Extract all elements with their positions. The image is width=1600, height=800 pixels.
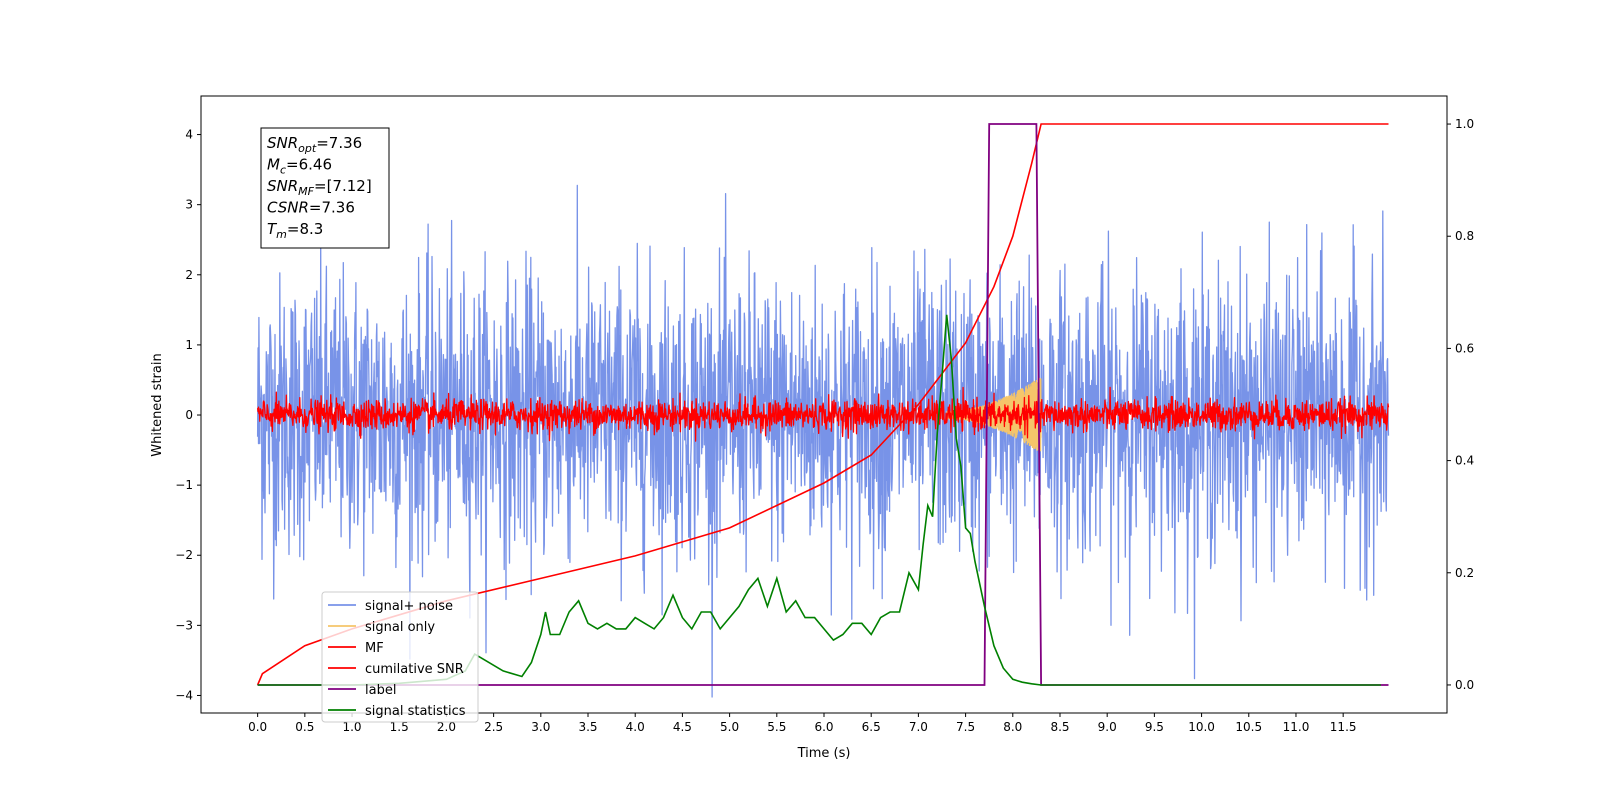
x-tick-label: 2.0 (437, 720, 456, 734)
x-tick-label: 9.5 (1145, 720, 1164, 734)
y-tick-label: 1 (185, 338, 193, 352)
y-tick-label: −4 (175, 688, 193, 702)
y-tick-label: 0 (185, 408, 193, 422)
legend-label: MF (365, 641, 384, 656)
y-right-tick-label: 0.8 (1455, 229, 1474, 243)
legend-label: signal+ noise (365, 599, 453, 614)
x-axis-label: Time (s) (797, 746, 851, 761)
legend-label: cumilative SNR (365, 662, 464, 677)
x-tick-label: 1.0 (342, 720, 361, 734)
legend-frame (321, 591, 479, 723)
info-line: SNRopt=7.36 (267, 134, 362, 155)
x-tick-label: 5.0 (720, 720, 739, 734)
x-tick-label: 4.5 (673, 720, 692, 734)
x-tick-label: 7.5 (956, 720, 975, 734)
x-tick-label: 2.5 (484, 720, 503, 734)
x-tick-label: 1.5 (390, 720, 409, 734)
info-line: Tm=8.3 (267, 220, 323, 241)
legend-label: label (365, 683, 396, 698)
y-right-tick-label: 1.0 (1455, 117, 1474, 131)
legend-label: signal statistics (365, 704, 466, 719)
y-tick-label: −3 (175, 618, 193, 632)
info-line: CSNR=7.36 (267, 199, 355, 217)
info-line: SNRMF=[7.12] (267, 177, 372, 198)
x-tick-label: 6.0 (814, 720, 833, 734)
x-tick-label: 7.0 (909, 720, 928, 734)
legend: signal+ noise signal only MF cumilative SNR… (321, 591, 479, 723)
axes-layer: 0.0 0.5 1.0 1.5 2.0 2.5 3.0 3.5 4.0 4.5 5.0 5.5 6.0 6… (175, 117, 1474, 734)
x-tick-label: 10.5 (1235, 720, 1262, 734)
info-line: Mc=6.46 (267, 156, 332, 177)
y-tick-label: −2 (175, 548, 193, 562)
y-tick-label: 2 (185, 268, 193, 282)
info-box-frame (260, 127, 390, 249)
x-tick-label: 3.0 (531, 720, 550, 734)
x-tick-label: 4.0 (626, 720, 645, 734)
y-right-tick-label: 0.0 (1455, 678, 1474, 692)
x-tick-label: 11.0 (1283, 720, 1310, 734)
x-tick-label: 11.5 (1330, 720, 1357, 734)
y-tick-label: −1 (175, 478, 193, 492)
series-mf (256, 386, 1390, 442)
x-tick-label: 8.5 (1050, 720, 1069, 734)
x-tick-label: 3.5 (578, 720, 597, 734)
series-signal-noise (256, 184, 1390, 698)
y-right-tick-label: 0.4 (1455, 454, 1474, 468)
y-right-tick-label: 0.2 (1455, 566, 1474, 580)
y-tick-label: 4 (185, 128, 193, 142)
x-tick-label: 0.0 (248, 720, 267, 734)
x-tick-label: 9.0 (1098, 720, 1117, 734)
legend-label: signal only (365, 620, 435, 635)
x-tick-label: 6.5 (862, 720, 881, 734)
y-tick-label: 3 (185, 198, 193, 212)
y-right-tick-label: 0.6 (1455, 341, 1474, 355)
x-tick-label: 10.0 (1188, 720, 1215, 734)
y-axis-label: Whitened strain (150, 353, 165, 456)
x-tick-label: 8.0 (1003, 720, 1022, 734)
x-tick-label: 5.5 (767, 720, 786, 734)
x-tick-label: 0.5 (295, 720, 314, 734)
series-signal-statistics (257, 314, 1381, 686)
